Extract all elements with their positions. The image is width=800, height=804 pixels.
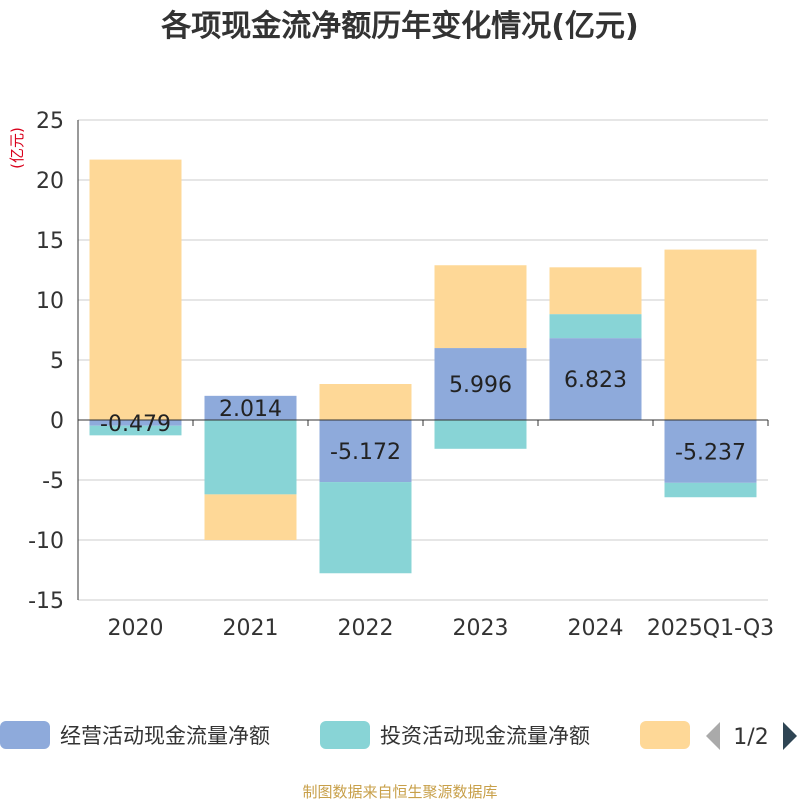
legend-item-2[interactable]: 投资活动现金流量净额 [320,721,590,749]
bar-series2-2023 [434,420,527,449]
bar-series3-2023 [434,265,527,349]
bar-series2-2021 [204,420,297,495]
legend-item-1[interactable]: 经营活动现金流量净额 [0,721,270,749]
data-source-note: 制图数据来自恒生聚源数据库 [302,783,497,800]
data-labels: -0.479 2.014 -5.172 5.996 6.823 -5.237 [100,368,746,465]
grid-lines [78,119,768,601]
legend-label: 经营活动现金流量净额 [60,724,270,748]
bar-series2-2024 [549,314,642,339]
bar-series1-2021 [204,395,297,420]
y-tick-label: -10 [28,529,64,554]
x-tick-label: 2022 [338,616,394,641]
legend-item-3[interactable] [640,721,690,749]
y-tick-label: 15 [36,229,64,254]
data-label: 6.823 [564,368,627,393]
bar-series3-2024 [549,267,642,315]
data-label: -0.479 [100,412,171,437]
data-label: -5.172 [330,440,401,465]
bar-series1-2020 [89,420,182,426]
legend-label: 投资活动现金流量净额 [380,724,590,748]
bar-series3-2025Q1-Q3 [664,249,757,420]
bar-series1-2025Q1-Q3 [664,420,757,483]
legend-prev-page-icon[interactable] [706,722,720,750]
legend-swatch [0,721,50,749]
y-tick-label: -5 [42,469,64,494]
chart-title: 各项现金流净额历年变化情况(亿元) [160,9,638,44]
legend-swatch [640,721,690,749]
y-tick-label: 5 [50,349,64,374]
y-tick-label: 25 [36,109,64,134]
x-tick-label: 2021 [223,616,279,641]
data-label: 5.996 [449,373,512,398]
bar-series1-2024 [549,338,642,420]
axes: 25 20 15 10 5 0 -5 -10 -15 2020 2021 2022 2023 2024 20… [28,109,774,641]
y-axis-unit-label: (亿元) [8,127,26,169]
bar-series3-2022 [319,384,412,420]
x-tick-label: 2020 [108,616,164,641]
data-label: 2.014 [219,397,282,422]
bar-series3-2021 [204,494,297,540]
x-tick-label: 2024 [568,616,624,641]
bars [89,159,757,574]
bar-series3-2020 [89,159,182,420]
y-tick-label: 10 [36,289,64,314]
y-tick-label: 0 [50,409,64,434]
legend-next-page-icon[interactable] [783,722,797,750]
bar-series1-2023 [434,348,527,420]
x-tick-label: 2025Q1-Q3 [647,616,774,641]
legend: 经营活动现金流量净额 投资活动现金流量净额 1/2 [0,721,797,750]
bar-series2-2022 [319,482,412,574]
y-tick-label: -15 [28,589,64,614]
bar-series2-2020 [89,425,182,436]
bar-series2-2025Q1-Q3 [664,482,757,498]
data-label: -5.237 [675,440,746,465]
y-tick-label: 20 [36,169,64,194]
legend-page-indicator: 1/2 [733,725,768,750]
legend-swatch [320,721,370,749]
x-tick-label: 2023 [453,616,509,641]
bar-series1-2022 [319,420,412,483]
